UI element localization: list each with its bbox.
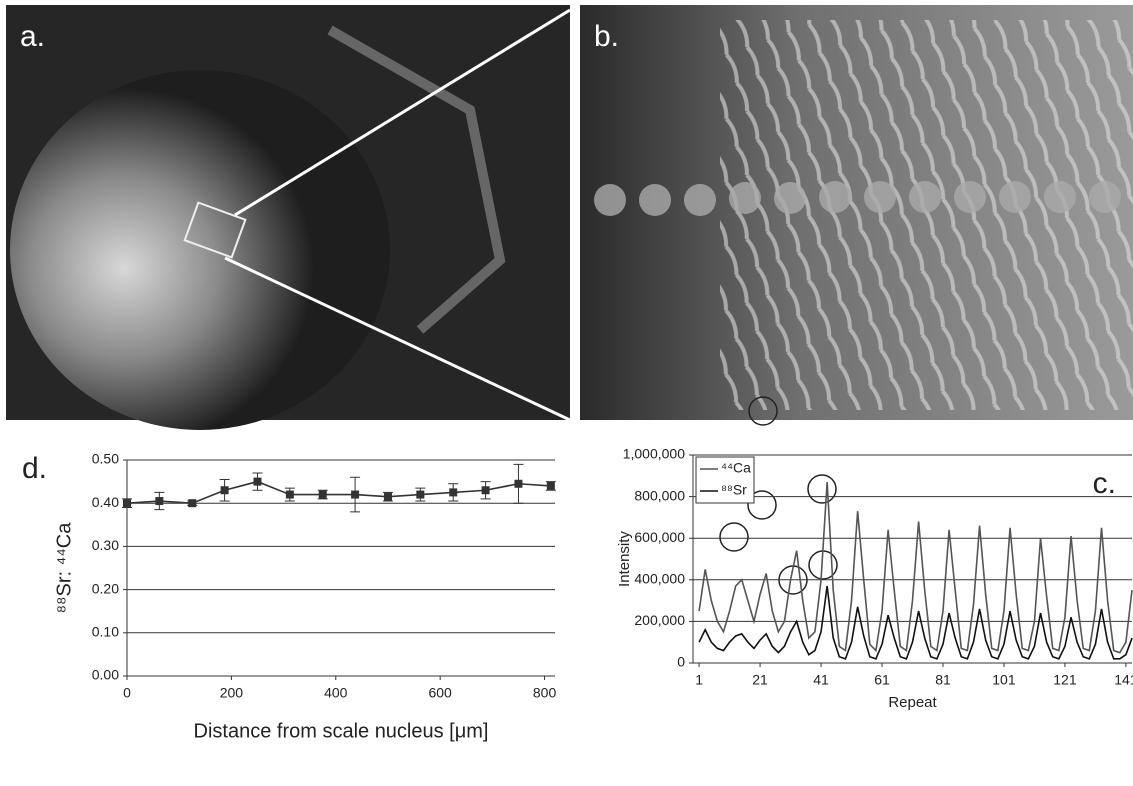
- y-tick-label: 0.10: [92, 624, 119, 640]
- x-tick-label: 800: [533, 685, 557, 701]
- x-tick-label: 41: [813, 672, 829, 688]
- x-axis-label: Repeat: [888, 694, 937, 711]
- panel-label: d.: [22, 452, 47, 485]
- marker: [188, 499, 197, 508]
- data-line: [698, 585, 1133, 660]
- legend-box: [695, 456, 755, 504]
- x-tick-label: 0: [123, 685, 131, 701]
- y-tick-label: 0.00: [92, 667, 119, 683]
- x-axis-label: Distance from scale nucleus [μm]: [194, 720, 489, 742]
- y-tick-label: 0.20: [92, 580, 119, 596]
- y-tick-label: 800,000: [634, 487, 685, 503]
- marker: [514, 479, 523, 488]
- y-tick-label: 0.40: [92, 494, 119, 510]
- x-tick-label: 400: [324, 685, 348, 701]
- marker: [318, 490, 327, 499]
- marker: [123, 499, 131, 508]
- photo-a: [6, 5, 571, 430]
- marker: [253, 477, 262, 486]
- data-line: [126, 480, 551, 505]
- panel-label: c.: [1093, 467, 1116, 500]
- marker: [449, 488, 458, 497]
- marker: [383, 492, 392, 501]
- x-tick-label: 121: [1053, 672, 1077, 688]
- y-tick-label: 400,000: [634, 571, 685, 587]
- marker: [220, 486, 229, 495]
- y-tick-label: 0.50: [92, 451, 119, 467]
- x-tick-label: 61: [874, 672, 890, 688]
- x-tick-label: 21: [752, 672, 768, 688]
- y-tick-label: 0.30: [92, 537, 119, 553]
- x-tick-label: 101: [992, 672, 1016, 688]
- y-axis-label: Intensity: [616, 531, 633, 587]
- photo-b: [580, 5, 1133, 420]
- panel-label: a.: [20, 20, 45, 53]
- x-tick-label: 1: [695, 672, 703, 688]
- y-tick-label: 0: [677, 654, 685, 670]
- x-tick-label: 200: [220, 685, 244, 701]
- marker: [285, 490, 294, 499]
- legend-label: ⁸⁸Sr: [721, 482, 747, 498]
- marker: [546, 481, 555, 490]
- data-line: [698, 481, 1133, 654]
- x-tick-label: 600: [428, 685, 452, 701]
- x-tick-label: 81: [935, 672, 951, 688]
- panel-label: b.: [594, 20, 619, 53]
- y-tick-label: 600,000: [634, 529, 685, 545]
- x-tick-label: 141: [1114, 672, 1133, 688]
- y-axis-label: ⁸⁸Sr: ⁴⁴Ca: [53, 522, 75, 614]
- marker: [481, 486, 490, 495]
- legend-label: ⁴⁴Ca: [721, 460, 751, 476]
- marker: [351, 490, 360, 499]
- y-tick-label: 200,000: [634, 612, 685, 628]
- marker: [155, 497, 164, 506]
- marker: [416, 490, 425, 499]
- y-tick-label: 1,000,000: [623, 446, 685, 462]
